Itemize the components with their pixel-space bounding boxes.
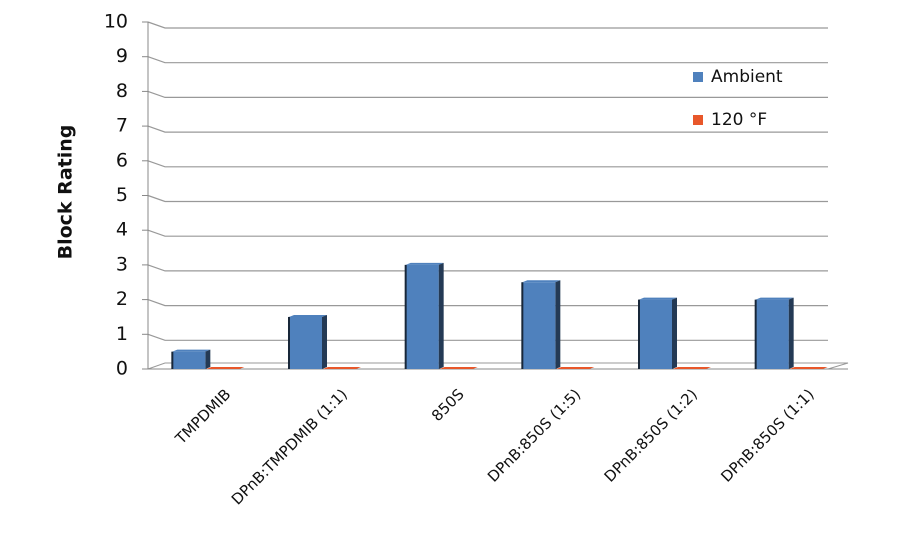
bar-face xyxy=(206,367,245,369)
bar-face xyxy=(405,262,444,265)
bar xyxy=(521,280,561,369)
y-tick-label: 1 xyxy=(116,323,128,345)
bar-face xyxy=(205,349,211,369)
bar-face xyxy=(789,367,828,369)
bar xyxy=(754,297,794,369)
bar xyxy=(673,367,711,369)
bar-face xyxy=(172,351,206,369)
grid-line xyxy=(147,229,828,237)
y-tick-label: 10 xyxy=(104,11,128,33)
grid-line xyxy=(147,264,828,272)
y-tick-label: 8 xyxy=(116,80,128,102)
x-tick-label: DPnB:TMPDMIB (1:1) xyxy=(228,385,351,508)
bar xyxy=(206,367,245,369)
bar xyxy=(789,367,828,369)
y-tick-label: 2 xyxy=(116,288,128,310)
bar xyxy=(439,367,478,369)
bar-face xyxy=(522,282,556,369)
legend-label: Ambient xyxy=(711,67,783,87)
grid-line xyxy=(147,56,828,64)
bar-face xyxy=(522,280,561,283)
x-tick-label: DPnB:850S (1:5) xyxy=(484,385,584,485)
y-tick-label: 3 xyxy=(116,253,128,275)
y-tick-label: 5 xyxy=(116,184,128,206)
y-axis-label: Block Rating xyxy=(55,125,77,260)
bar-face xyxy=(639,299,672,369)
x-tick-label: DPnB:850S (1:2) xyxy=(601,385,701,485)
x-tick-label: DPnB:850S (1:1) xyxy=(717,385,817,485)
bar xyxy=(556,367,595,369)
bar xyxy=(638,297,677,369)
bar xyxy=(171,349,211,369)
x-tick-label: TMPDMIB xyxy=(171,385,234,448)
grid-line xyxy=(147,333,828,341)
bar xyxy=(323,367,361,369)
grid-line xyxy=(147,160,828,168)
y-tick-label: 0 xyxy=(116,358,128,380)
bar-face xyxy=(673,367,711,369)
legend-label: 120 °F xyxy=(711,110,767,130)
y-tick-label: 6 xyxy=(116,149,128,171)
y-tick-label: 7 xyxy=(116,115,128,137)
grid-line xyxy=(147,194,828,203)
x-tick-label: 850S xyxy=(428,385,468,425)
legend-swatch xyxy=(693,115,703,125)
bar xyxy=(288,314,327,369)
bar-face xyxy=(788,297,794,369)
grid-line xyxy=(147,21,828,29)
legend-swatch xyxy=(693,72,703,82)
bar-face xyxy=(172,349,211,352)
bar-face xyxy=(556,367,595,369)
grid-line xyxy=(147,90,828,98)
bar-face xyxy=(439,367,478,369)
bar xyxy=(404,262,444,369)
floor xyxy=(147,362,849,370)
bar-face xyxy=(405,264,439,369)
bar-face xyxy=(323,367,361,369)
grid-line xyxy=(147,125,828,133)
bar-face xyxy=(639,297,677,300)
bar-face xyxy=(322,314,327,369)
bar-face xyxy=(755,299,789,369)
bar-face xyxy=(755,297,794,300)
bar-face xyxy=(289,314,327,317)
bar-face xyxy=(289,316,322,369)
y-tick-label: 9 xyxy=(116,45,128,67)
y-tick-label: 4 xyxy=(116,219,128,241)
bar-face xyxy=(672,297,677,369)
bar-face xyxy=(555,280,561,369)
grid-line xyxy=(147,299,828,307)
bar-face xyxy=(438,262,444,369)
